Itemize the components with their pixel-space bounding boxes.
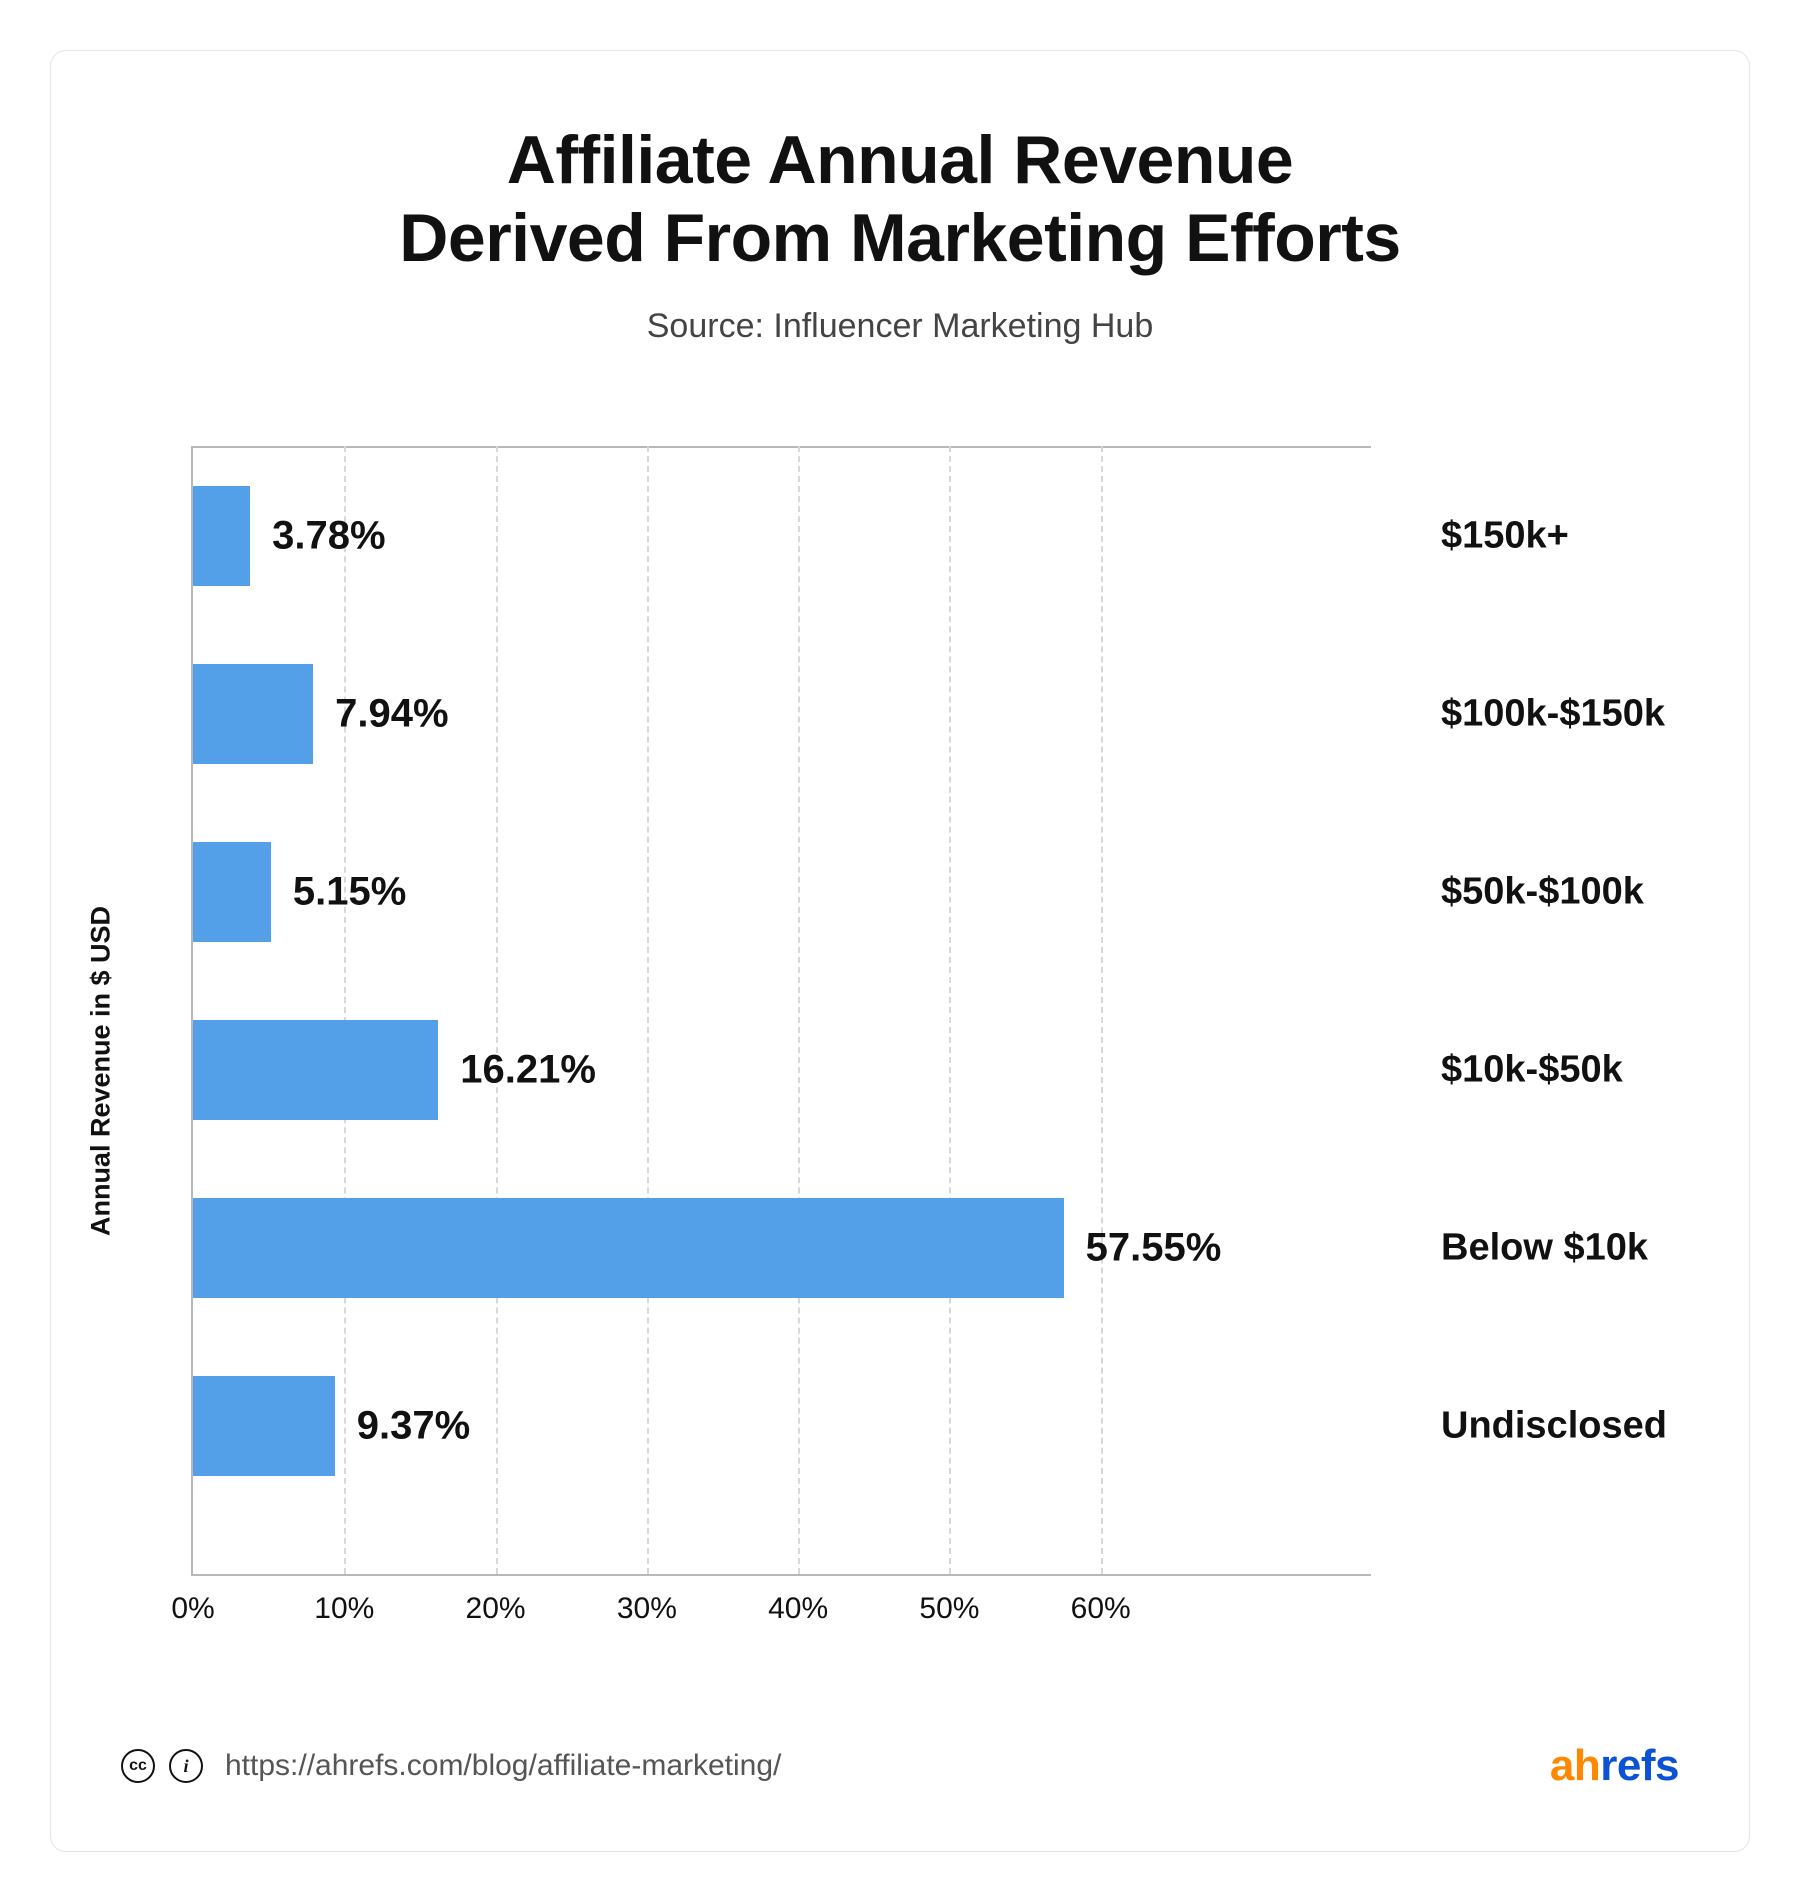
plot-top-border	[193, 446, 1371, 448]
bar-row: 5.15%	[193, 842, 1371, 942]
bar	[193, 1376, 335, 1476]
category-label: $50k-$100k	[1441, 871, 1644, 914]
bar	[193, 486, 250, 586]
bar	[193, 842, 271, 942]
bar-value-label: 16.21%	[460, 1048, 596, 1093]
bar-row: 16.21%	[193, 1020, 1371, 1120]
bar-value-label: 57.55%	[1086, 1226, 1222, 1271]
bar-value-label: 5.15%	[293, 870, 406, 915]
y-axis-label: Annual Revenue in $ USD	[86, 906, 117, 1236]
x-tick-label: 10%	[314, 1592, 374, 1626]
x-tick-label: 0%	[171, 1592, 214, 1626]
source-url: https://ahrefs.com/blog/affiliate-market…	[225, 1749, 781, 1783]
chart-card: Affiliate Annual Revenue Derived From Ma…	[50, 50, 1750, 1852]
bar	[193, 664, 313, 764]
category-label: $100k-$150k	[1441, 693, 1665, 736]
x-tick-label: 20%	[466, 1592, 526, 1626]
category-label: $10k-$50k	[1441, 1049, 1623, 1092]
bar	[193, 1198, 1064, 1298]
x-tick-label: 30%	[617, 1592, 677, 1626]
x-tick-label: 40%	[768, 1592, 828, 1626]
by-license-icon: i	[169, 1749, 203, 1783]
chart-title: Affiliate Annual Revenue Derived From Ma…	[121, 121, 1679, 277]
chart-area: Annual Revenue in $ USD 0%10%20%30%40%50…	[121, 446, 1679, 1696]
plot-area: 0%10%20%30%40%50%60%3.78%7.94%5.15%16.21…	[191, 446, 1371, 1576]
bar-value-label: 7.94%	[335, 692, 448, 737]
ahrefs-logo: ahrefs	[1550, 1741, 1679, 1791]
brand-suffix: refs	[1600, 1741, 1679, 1790]
title-line-2: Derived From Marketing Efforts	[399, 200, 1400, 276]
bar-row: 3.78%	[193, 486, 1371, 586]
category-label: Undisclosed	[1441, 1405, 1667, 1448]
bar	[193, 1020, 438, 1120]
bar-row: 57.55%	[193, 1198, 1371, 1298]
category-label: Below $10k	[1441, 1227, 1648, 1270]
brand-prefix: ah	[1550, 1741, 1600, 1790]
bar-value-label: 9.37%	[357, 1404, 470, 1449]
footer: cc i https://ahrefs.com/blog/affiliate-m…	[121, 1741, 1679, 1791]
bar-value-label: 3.78%	[272, 514, 385, 559]
bar-row: 7.94%	[193, 664, 1371, 764]
bar-row: 9.37%	[193, 1376, 1371, 1476]
x-tick-label: 50%	[919, 1592, 979, 1626]
category-label: $150k+	[1441, 515, 1569, 558]
chart-subtitle: Source: Influencer Marketing Hub	[121, 307, 1679, 346]
footer-left: cc i https://ahrefs.com/blog/affiliate-m…	[121, 1749, 781, 1783]
title-line-1: Affiliate Annual Revenue	[507, 122, 1294, 198]
cc-license-icon: cc	[121, 1749, 155, 1783]
x-tick-label: 60%	[1071, 1592, 1131, 1626]
